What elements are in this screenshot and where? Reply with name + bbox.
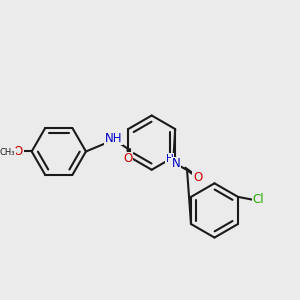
Text: O: O <box>14 145 23 158</box>
Text: O: O <box>193 171 202 184</box>
Text: Cl: Cl <box>253 193 264 206</box>
Text: NH: NH <box>105 132 122 145</box>
Text: N: N <box>172 158 181 170</box>
Text: CH₃: CH₃ <box>0 148 15 158</box>
Text: O: O <box>123 152 132 165</box>
Text: H: H <box>166 154 174 164</box>
